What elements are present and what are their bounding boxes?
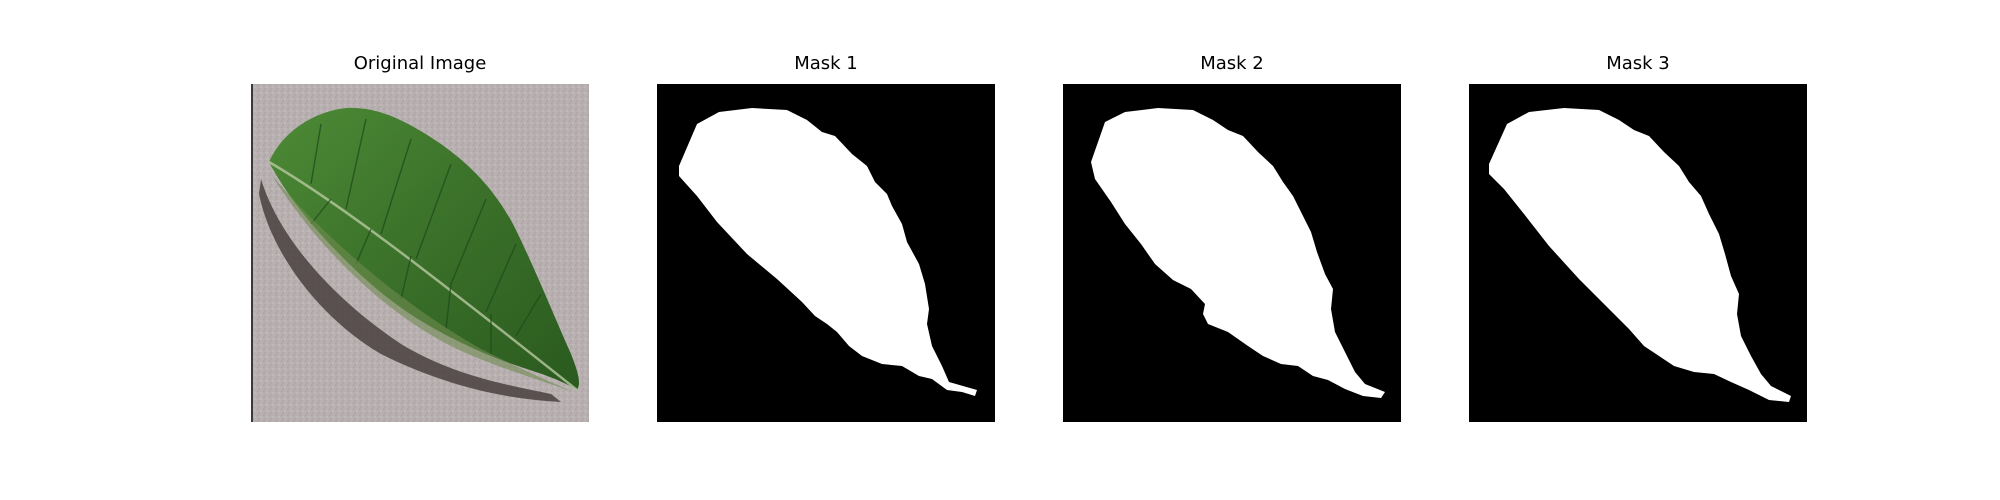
mask-2-panel: Mask 2 bbox=[1063, 53, 1401, 433]
mask-2-image bbox=[1063, 84, 1401, 422]
mask-3-panel: Mask 3 bbox=[1469, 53, 1807, 433]
mask-3-image bbox=[1469, 84, 1807, 422]
panel-title: Original Image bbox=[353, 53, 487, 74]
leaf-photo-image bbox=[251, 84, 589, 422]
panel-title: Mask 1 bbox=[794, 53, 858, 74]
original-leaf-photo bbox=[251, 84, 589, 422]
panel-title: Mask 2 bbox=[1200, 53, 1264, 74]
mask-3-svg bbox=[1469, 84, 1807, 422]
original-image-panel: Original Image bbox=[251, 53, 589, 433]
mask-2-svg bbox=[1063, 84, 1401, 422]
panel-title: Mask 3 bbox=[1606, 53, 1670, 74]
mask-1-panel: Mask 1 bbox=[657, 53, 995, 433]
mask-1-svg bbox=[657, 84, 995, 422]
mask-1-image bbox=[657, 84, 995, 422]
